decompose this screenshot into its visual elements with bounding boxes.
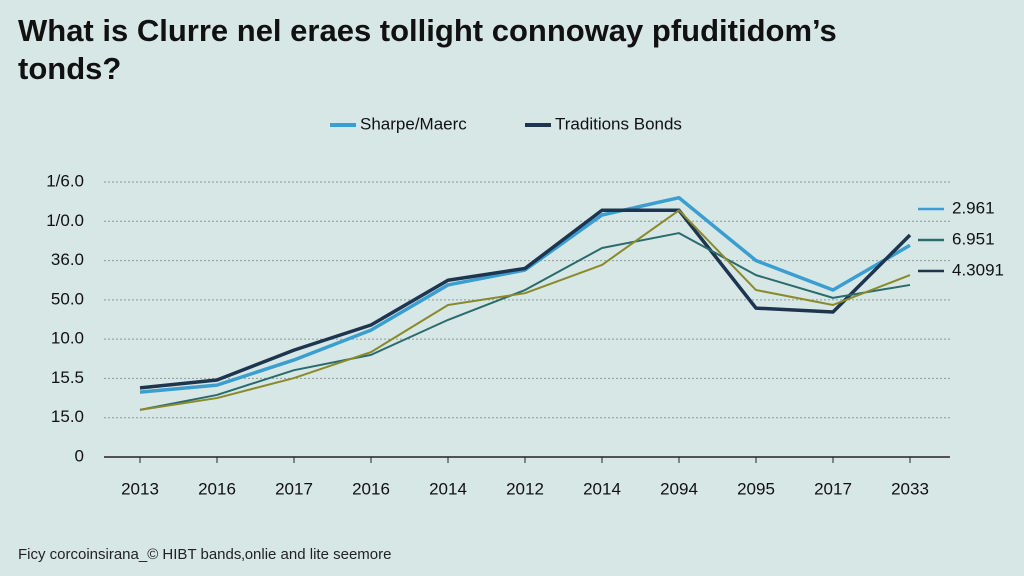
y-tick-label: 10.0 [51,329,84,348]
x-tick-label: 2014 [429,479,467,498]
chart-title: What is Clurre nel eraes tollight connow… [18,13,837,86]
y-tick-label: 36.0 [51,250,84,269]
series-line [139,232,911,411]
annotation: 4.3091 [952,260,1004,279]
x-tick-label: 2094 [660,479,698,498]
annotation: 2.961 [952,198,995,217]
x-tick-label: 2095 [737,479,775,498]
y-tick-label: 1/6.0 [46,171,84,190]
series-line [139,195,911,394]
x-tick-label: 2017 [275,479,313,498]
y-tick-label: 1/0.0 [46,211,84,230]
x-tick-label: 2017 [814,479,852,498]
series-line [139,209,911,411]
legend-label: Sharpe/Maerc [360,114,467,133]
y-tick-label: 0 [75,446,84,465]
x-tick-label: 2016 [352,479,390,498]
y-tick-label: 15.5 [51,368,84,387]
legend-label: Traditions Bonds [555,114,682,133]
x-tick-label: 2033 [891,479,929,498]
x-tick-label: 2014 [583,479,621,498]
x-tick-label: 2016 [198,479,236,498]
x-tick-label: 2013 [121,479,159,498]
y-tick-label: 50.0 [51,289,84,308]
x-tick-label: 2012 [506,479,544,498]
annotation: 6.951 [952,229,995,248]
series-line [139,208,912,390]
y-tick-label: 15.0 [51,407,84,426]
caption: Ficy corcoinsirana_© HIBT bands‚onlie an… [18,546,392,563]
